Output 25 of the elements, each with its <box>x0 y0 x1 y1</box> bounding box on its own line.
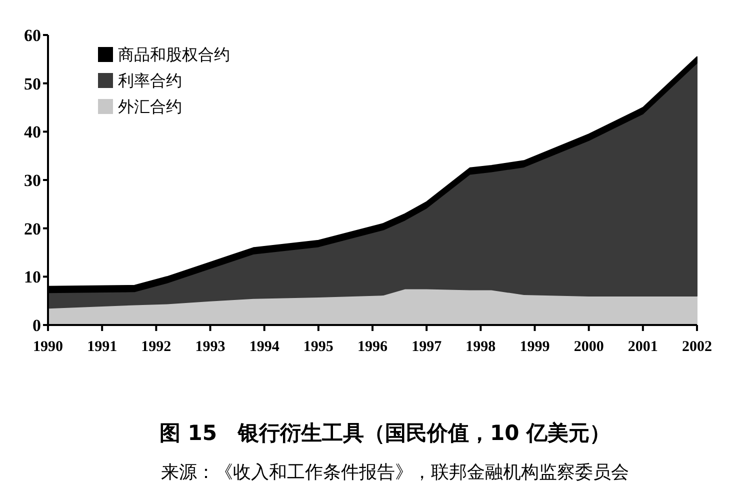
x-tick-label: 2000 <box>574 339 604 355</box>
x-tick-label: 1993 <box>195 339 226 355</box>
legend-label: 外汇合约 <box>118 97 182 116</box>
x-tick-label: 1994 <box>249 339 280 355</box>
x-tick-label: 1990 <box>33 339 63 355</box>
y-tick-label: 30 <box>24 171 41 190</box>
y-tick-label: 40 <box>24 122 41 142</box>
x-tick-label: 1991 <box>87 339 118 355</box>
x-tick-label: 2001 <box>628 339 658 355</box>
y-tick-label: 10 <box>24 268 41 287</box>
y-tick-label: 20 <box>24 219 41 238</box>
source-note: 来源：《收入和工作条件报告》，联邦金融机构监察委员会 <box>161 462 629 483</box>
x-tick-label: 1997 <box>412 339 442 355</box>
legend-label: 利率合约 <box>118 71 182 90</box>
y-tick-label: 50 <box>24 74 41 94</box>
x-tick-label: 1992 <box>141 339 172 355</box>
y-tick-label: 60 <box>24 26 41 45</box>
x-tick-label: 1998 <box>466 339 496 355</box>
x-tick-label: 1996 <box>358 339 388 355</box>
y-tick-label: 0 <box>32 316 41 335</box>
legend-label: 商品和股权合约 <box>118 45 230 64</box>
x-tick-label: 1999 <box>520 339 550 355</box>
x-tick-label: 1995 <box>303 339 334 355</box>
x-tick-label: 2002 <box>682 339 712 355</box>
text: 图 15 银行衍生工具（国民价值，10 亿美元） <box>159 421 611 445</box>
